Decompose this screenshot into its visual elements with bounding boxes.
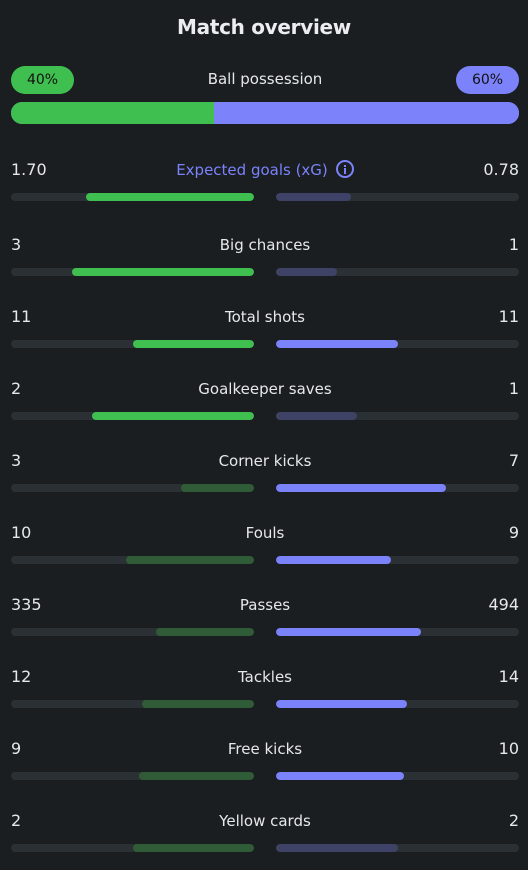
home-bar-track [11, 412, 254, 420]
stat-label: Passes [11, 595, 519, 615]
stat-label: Goalkeeper saves [11, 379, 519, 399]
away-bar-fill [276, 484, 447, 492]
stat-label-text: Corner kicks [218, 452, 312, 470]
home-value: 1.70 [11, 160, 47, 179]
home-value: 335 [11, 595, 42, 614]
home-bar-track [11, 268, 254, 276]
home-bar-fill [91, 412, 254, 420]
stat-label: Yellow cards [11, 811, 519, 831]
possession-label: Ball possession [207, 70, 323, 88]
home-bar-fill [126, 556, 254, 564]
away-possession-badge: 60% [456, 66, 519, 94]
away-bar-track [276, 193, 519, 201]
home-bar-fill [71, 268, 254, 276]
home-value: 3 [11, 235, 22, 254]
away-bar-track [276, 412, 519, 420]
home-bar-fill [181, 484, 254, 492]
stat-label: Total shots [11, 307, 519, 327]
away-bar-fill [276, 412, 357, 420]
home-bar-fill [132, 844, 254, 852]
away-value: 11 [498, 307, 519, 326]
home-bar-track [11, 193, 254, 201]
stat-row-corner-kicks: 3 Corner kicks 7 [11, 451, 519, 501]
stat-label-text: Yellow cards [219, 812, 311, 830]
home-value: 10 [11, 523, 32, 542]
home-value: 3 [11, 451, 22, 470]
away-bar-fill [276, 268, 337, 276]
away-bar-fill [276, 340, 398, 348]
stat-row-yellow-cards: 2 Yellow cards 2 [11, 811, 519, 861]
away-value: 9 [508, 523, 519, 542]
home-bar-track [11, 844, 254, 852]
possession-bar [11, 102, 519, 124]
away-value: 0.78 [483, 160, 519, 179]
home-bar-track [11, 340, 254, 348]
away-bar-fill [276, 628, 421, 636]
away-bar-track [276, 772, 519, 780]
away-bar-track [276, 628, 519, 636]
away-value: 1 [508, 379, 519, 398]
away-bar-fill [276, 193, 352, 201]
home-value: 11 [11, 307, 32, 326]
stat-label: Corner kicks [11, 451, 519, 471]
away-value: 7 [508, 451, 519, 470]
stat-row-tackles: 12 Tackles 14 [11, 667, 519, 717]
home-bar-track [11, 772, 254, 780]
away-bar-fill [276, 844, 398, 852]
stat-label: Fouls [11, 523, 519, 543]
home-value: 2 [11, 811, 22, 830]
away-bar-fill [276, 700, 407, 708]
stat-label-text: Free kicks [227, 740, 303, 758]
possession-bar-away [214, 102, 519, 124]
away-bar-track [276, 844, 519, 852]
stat-label-text: Fouls [245, 524, 285, 542]
stat-label-text: Goalkeeper saves [198, 380, 332, 398]
stat-label-text: Expected goals (xG) [176, 161, 328, 179]
home-bar-fill [155, 628, 254, 636]
away-bar-track [276, 484, 519, 492]
away-value: 14 [498, 667, 519, 686]
home-bar-fill [138, 772, 254, 780]
stat-label: Tackles [11, 667, 519, 687]
away-bar-track [276, 556, 519, 564]
home-bar-fill [141, 700, 254, 708]
home-bar-track [11, 556, 254, 564]
away-value: 1 [508, 235, 519, 254]
home-possession-badge: 40% [11, 66, 74, 94]
page-title: Match overview [177, 15, 351, 39]
away-bar-track [276, 340, 519, 348]
away-bar-fill [276, 772, 404, 780]
home-bar-track [11, 628, 254, 636]
home-bar-fill [132, 340, 254, 348]
home-bar-fill [86, 193, 254, 201]
stat-label: Free kicks [11, 739, 519, 759]
away-value: 2 [508, 811, 519, 830]
home-value: 12 [11, 667, 32, 686]
away-value: 10 [498, 739, 519, 758]
stat-label: Big chances [11, 235, 519, 255]
stat-label-text: Tackles [237, 668, 293, 686]
stat-row-passes: 335 Passes 494 [11, 595, 519, 645]
stat-row-total-shots: 11 Total shots 11 [11, 307, 519, 357]
stat-row-goalkeeper-saves: 2 Goalkeeper saves 1 [11, 379, 519, 429]
away-value: 494 [488, 595, 519, 614]
away-bar-track [276, 700, 519, 708]
stat-label-text: Total shots [225, 308, 305, 326]
home-bar-track [11, 484, 254, 492]
home-value: 2 [11, 379, 22, 398]
stat-label-text: Passes [239, 596, 291, 614]
possession-header: 40% Ball possession 60% [11, 66, 519, 96]
stat-label-text: Big chances [219, 236, 311, 254]
away-bar-track [276, 268, 519, 276]
stat-row-xg: 1.70 Expected goals (xG) 0.78 [11, 160, 519, 210]
stat-row-fouls: 10 Fouls 9 [11, 523, 519, 573]
possession-bar-home [11, 102, 215, 124]
away-bar-fill [276, 556, 392, 564]
info-icon[interactable] [335, 160, 354, 178]
home-bar-track [11, 700, 254, 708]
home-value: 9 [11, 739, 22, 758]
stat-row-big-chances: 3 Big chances 1 [11, 235, 519, 285]
stat-label: Expected goals (xG) [11, 160, 519, 180]
stat-row-free-kicks: 9 Free kicks 10 [11, 739, 519, 789]
